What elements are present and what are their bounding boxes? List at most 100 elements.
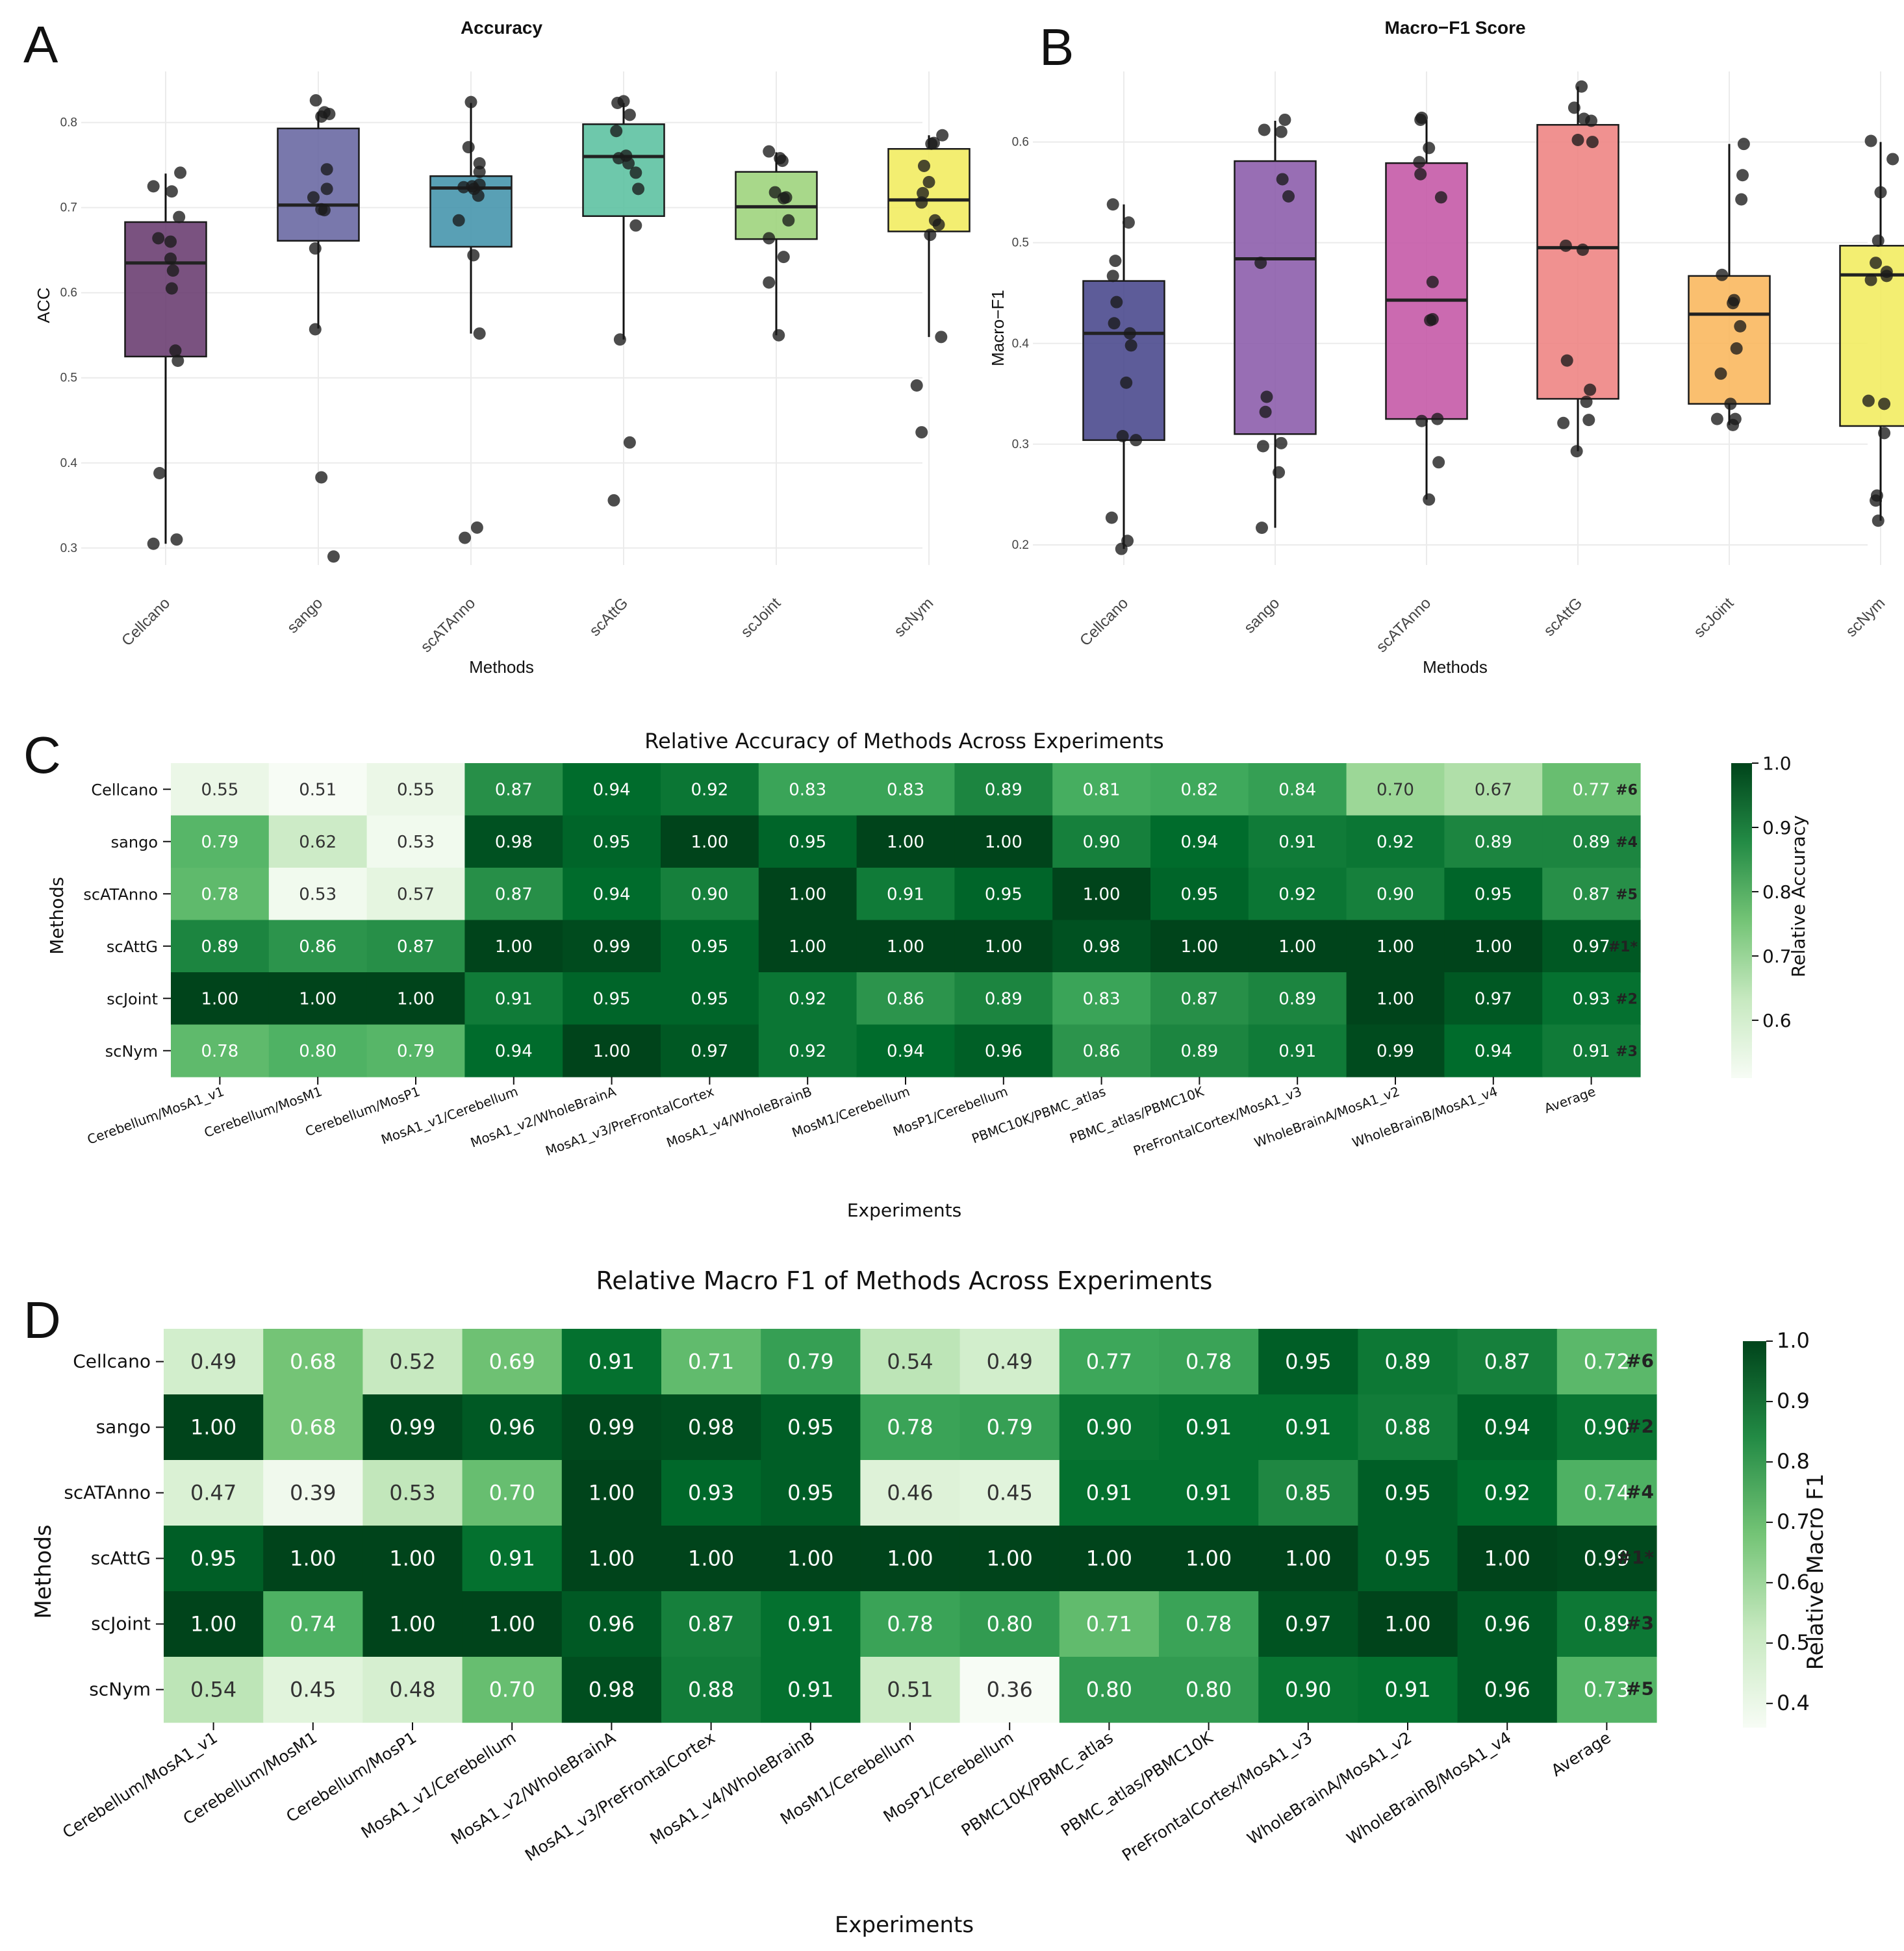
macro-f1-cell-value: 0.45 xyxy=(987,1481,1033,1505)
accuracy-heatmap-cell xyxy=(758,815,857,868)
macro-f1-cell-value: 0.95 xyxy=(1384,1481,1430,1505)
macro-f1-cell-value: 1.00 xyxy=(389,1612,435,1637)
macro-f1-data-point xyxy=(1282,190,1295,203)
accuracy-heatmap-cell xyxy=(171,815,270,868)
accuracy-heatmap-cell xyxy=(856,920,955,973)
macro-f1-rank-label: #1* xyxy=(1616,1547,1654,1568)
macro-f1-heatmap-cell xyxy=(1556,1329,1657,1395)
accuracy-heatmap-cell xyxy=(1444,972,1543,1026)
accuracy-cell-value: 0.53 xyxy=(299,885,336,904)
macro-f1-cell-value: 0.95 xyxy=(1285,1350,1331,1374)
macro-f1-cell-value: 1.00 xyxy=(190,1415,236,1440)
accuracy-cell-value: 1.00 xyxy=(593,1042,631,1061)
macro-f1-cell-value: 0.46 xyxy=(887,1481,933,1505)
macro-f1-cell-value: 0.91 xyxy=(787,1678,833,1702)
macro-f1-heatmap-cell xyxy=(1159,1329,1259,1395)
accuracy-heatmap-cell xyxy=(1542,763,1641,816)
accuracy-data-point xyxy=(617,95,630,108)
accuracy-colorbar-tick-label: 0.9 xyxy=(1762,817,1792,838)
macro-f1-colorbar xyxy=(1743,1341,1766,1728)
accuracy-cell-value: 1.00 xyxy=(201,989,238,1009)
accuracy-heatmap-cell xyxy=(268,972,368,1026)
accuracy-cell-value: 0.94 xyxy=(1180,833,1218,852)
accuracy-cell-value: 0.78 xyxy=(201,885,238,904)
macro-f1-heatmap-cell xyxy=(1358,1657,1458,1723)
macro-f1-heatmap-cell xyxy=(661,1657,761,1723)
macro-f1-x-tick-label: scNym xyxy=(1842,594,1888,640)
relative-macro-f1-x-axis-title: Experiments xyxy=(835,1912,974,1938)
accuracy-data-point xyxy=(780,191,793,204)
accuracy-heatmap-cell xyxy=(366,1024,465,1077)
macro-f1-cell-value: 0.78 xyxy=(887,1612,933,1637)
macro-f1-cell-value: 0.91 xyxy=(489,1546,535,1571)
accuracy-cell-value: 0.92 xyxy=(1377,833,1414,852)
macro-f1-data-point xyxy=(1575,80,1588,93)
macro-f1-heatmap-cell xyxy=(263,1591,363,1657)
macro-f1-data-point xyxy=(1559,239,1572,252)
macro-f1-heatmap-cell xyxy=(1059,1657,1160,1723)
macro-f1-heatmap-cell xyxy=(1159,1591,1259,1657)
accuracy-heatmap-cell xyxy=(1542,972,1641,1026)
macro-f1-heatmap-cell xyxy=(462,1394,563,1461)
accuracy-data-point xyxy=(620,149,633,162)
accuracy-box-scnym xyxy=(887,147,971,233)
macro-f1-cell-value: 0.70 xyxy=(489,1678,535,1702)
relative-accuracy-x-axis-title: Experiments xyxy=(847,1200,961,1221)
macro-f1-cell-value: 0.71 xyxy=(688,1350,734,1374)
accuracy-data-point xyxy=(782,214,795,227)
macro-f1-data-point xyxy=(1878,427,1891,440)
macro-f1-data-point xyxy=(1568,101,1580,114)
accuracy-box-scattg xyxy=(582,123,665,218)
accuracy-data-point xyxy=(452,214,465,227)
macro-f1-data-point xyxy=(1434,191,1447,204)
accuracy-cell-value: 0.95 xyxy=(593,989,631,1009)
relative-macro-f1-title: Relative Macro F1 of Methods Across Expe… xyxy=(596,1266,1213,1295)
macro-f1-data-point xyxy=(1106,270,1119,283)
accuracy-heatmap-cell xyxy=(758,972,857,1026)
macro-f1-cell-value: 0.80 xyxy=(987,1612,1033,1637)
macro-f1-cell-value: 0.89 xyxy=(1384,1350,1430,1374)
macro-f1-y-axis-title: Macro−F1 xyxy=(988,290,1008,366)
macro-f1-row-label: sango xyxy=(96,1416,151,1438)
macro-f1-heatmap-cell xyxy=(561,1526,662,1592)
accuracy-heatmap-cell xyxy=(661,972,759,1026)
macro-f1-colorbar-tick-label: 0.7 xyxy=(1777,1509,1810,1534)
accuracy-heatmap-cell xyxy=(1150,1024,1249,1077)
accuracy-cell-value: 1.00 xyxy=(495,937,533,957)
accuracy-heatmap-cell xyxy=(464,920,563,973)
accuracy-cell-value: 0.92 xyxy=(691,780,728,799)
accuracy-data-point xyxy=(774,152,787,165)
macro-f1-cell-value: 0.70 xyxy=(489,1481,535,1505)
macro-f1-data-point xyxy=(1560,354,1573,367)
accuracy-heatmap-cell xyxy=(563,815,661,868)
macro-f1-cell-value: 0.73 xyxy=(1584,1678,1630,1702)
macro-f1-data-point xyxy=(1426,313,1439,326)
accuracy-y-tick-label: 0.3 xyxy=(60,542,77,555)
macro-f1-cell-value: 0.45 xyxy=(290,1678,336,1702)
macro-f1-cell-value: 1.00 xyxy=(1285,1546,1331,1571)
macro-f1-heatmap-cell xyxy=(1258,1460,1358,1526)
accuracy-data-point xyxy=(307,191,320,204)
accuracy-cell-value: 1.00 xyxy=(985,937,1022,957)
accuracy-heatmap-cell xyxy=(1444,1024,1543,1077)
macro-f1-cell-value: 0.51 xyxy=(887,1678,933,1702)
relative-macro-f1-y-axis-title: Methods xyxy=(31,1524,57,1618)
accuracy-heatmap-cell xyxy=(758,1024,857,1077)
macro-f1-heatmap-cell xyxy=(1258,1329,1358,1395)
accuracy-cell-value: 0.57 xyxy=(397,885,435,904)
macro-f1-cell-value: 1.00 xyxy=(1086,1546,1132,1571)
accuracy-heatmap-cell xyxy=(1248,920,1347,973)
accuracy-data-point xyxy=(613,333,626,346)
macro-f1-x-tick-label: sango xyxy=(1241,594,1283,636)
accuracy-heatmap-cell xyxy=(954,920,1053,973)
macro-f1-cell-value: 0.47 xyxy=(190,1481,236,1505)
macro-f1-data-point xyxy=(1730,342,1743,355)
accuracy-heatmap-cell xyxy=(1248,815,1347,868)
accuracy-heatmap-cell xyxy=(1248,763,1347,816)
accuracy-cell-value: 0.90 xyxy=(1083,833,1121,852)
macro-f1-cell-value: 1.00 xyxy=(489,1612,535,1637)
macro-f1-heatmap-cell xyxy=(1358,1329,1458,1395)
accuracy-data-point xyxy=(318,106,331,119)
macro-f1-heatmap-cell xyxy=(761,1329,861,1395)
